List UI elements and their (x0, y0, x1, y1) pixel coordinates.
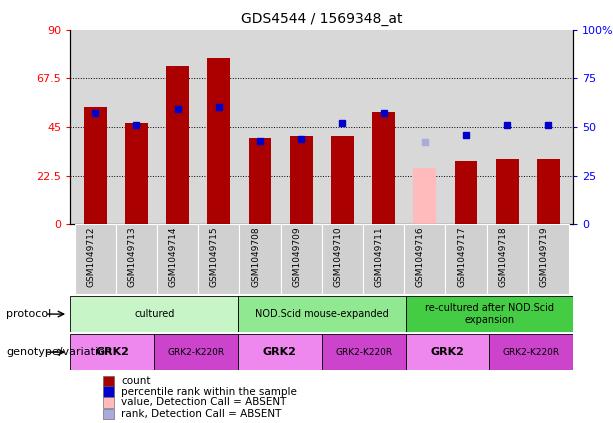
Bar (331, 135, 354, 224)
Bar (290, 135, 313, 224)
Bar (207, 58, 230, 224)
Text: GSM1049711: GSM1049711 (375, 226, 384, 287)
Bar (487, 224, 528, 294)
Bar (166, 66, 189, 224)
Bar (406, 334, 489, 370)
Bar (116, 224, 157, 294)
Text: GRK2: GRK2 (263, 347, 297, 357)
Text: GRK2: GRK2 (430, 347, 465, 357)
Bar (154, 334, 238, 370)
Text: GSM1049710: GSM1049710 (333, 226, 343, 287)
Bar (446, 224, 487, 294)
Bar (157, 224, 198, 294)
Bar (70, 334, 154, 370)
Text: GRK2-K220R: GRK2-K220R (167, 348, 225, 357)
Text: NOD.Scid mouse-expanded: NOD.Scid mouse-expanded (255, 309, 389, 319)
Bar (84, 107, 107, 224)
Bar (322, 334, 406, 370)
Text: GRK2: GRK2 (96, 347, 129, 357)
Bar (249, 138, 272, 224)
Text: GSM1049717: GSM1049717 (457, 226, 466, 287)
Text: percentile rank within the sample: percentile rank within the sample (121, 387, 297, 397)
Text: GSM1049709: GSM1049709 (292, 226, 301, 287)
Bar (240, 224, 281, 294)
Text: GSM1049715: GSM1049715 (210, 226, 219, 287)
Bar (414, 168, 436, 224)
Bar (75, 224, 116, 294)
Bar (281, 224, 322, 294)
Bar (404, 224, 446, 294)
Text: GSM1049708: GSM1049708 (251, 226, 260, 287)
Text: protocol: protocol (6, 309, 51, 319)
Text: GSM1049716: GSM1049716 (416, 226, 425, 287)
Bar (238, 334, 322, 370)
Bar (103, 376, 114, 386)
Bar (363, 224, 404, 294)
Text: re-cultured after NOD.Scid
expansion: re-cultured after NOD.Scid expansion (425, 303, 554, 325)
Bar (537, 159, 560, 224)
Text: GRK2-K220R: GRK2-K220R (503, 348, 560, 357)
Text: GSM1049719: GSM1049719 (539, 226, 549, 287)
Bar (372, 112, 395, 224)
Text: rank, Detection Call = ABSENT: rank, Detection Call = ABSENT (121, 409, 281, 419)
Bar (496, 159, 519, 224)
Text: GSM1049718: GSM1049718 (498, 226, 507, 287)
Bar (489, 334, 573, 370)
Bar (198, 224, 240, 294)
Text: GSM1049714: GSM1049714 (169, 226, 178, 287)
Bar (70, 296, 238, 332)
Text: value, Detection Call = ABSENT: value, Detection Call = ABSENT (121, 397, 286, 407)
Bar (103, 397, 114, 408)
Text: GSM1049712: GSM1049712 (86, 226, 95, 287)
Bar (238, 296, 406, 332)
Bar (103, 386, 114, 397)
Bar (528, 224, 569, 294)
Bar (455, 162, 478, 224)
Text: GSM1049713: GSM1049713 (128, 226, 137, 287)
Bar (322, 224, 363, 294)
Text: count: count (121, 376, 151, 386)
Text: cultured: cultured (134, 309, 175, 319)
Text: GRK2-K220R: GRK2-K220R (335, 348, 392, 357)
Title: GDS4544 / 1569348_at: GDS4544 / 1569348_at (241, 12, 403, 26)
Bar (125, 123, 148, 224)
Bar (406, 296, 573, 332)
Text: genotype/variation: genotype/variation (6, 347, 112, 357)
Bar (103, 409, 114, 420)
